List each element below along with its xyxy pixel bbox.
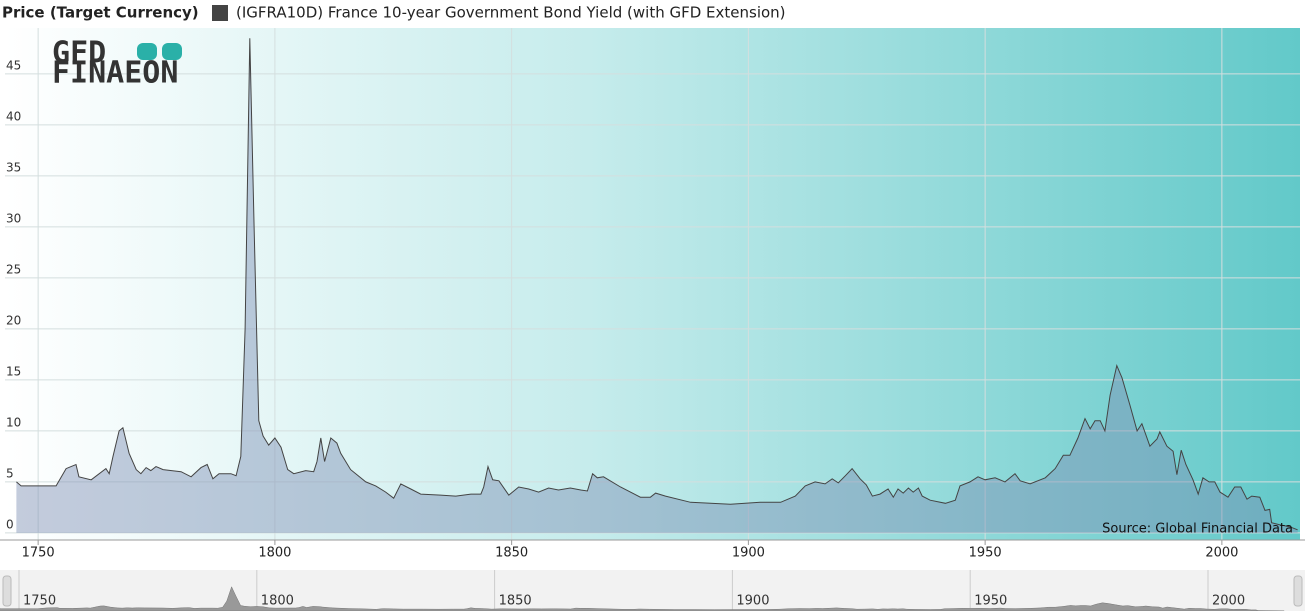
- logo-leaf: [162, 43, 182, 60]
- legend-label[interactable]: (IGFRA10D) France 10-year Government Bon…: [236, 4, 786, 22]
- navigator: [0, 570, 1305, 611]
- navigator-area: [0, 586, 1285, 611]
- area-fill: [16, 38, 1298, 533]
- navigator-handle[interactable]: [2, 575, 12, 607]
- x-tick-label: 2000: [1205, 546, 1238, 561]
- y-tick-label: 15: [6, 364, 21, 378]
- source-note: Source: Global Financial Data: [1102, 522, 1293, 537]
- navigator-tick-label: 1800: [261, 594, 294, 609]
- y-tick-label: 45: [6, 58, 21, 72]
- y-tick-label: 30: [6, 211, 21, 225]
- logo-top: GFD: [52, 36, 106, 71]
- y-tick-label: 35: [6, 160, 21, 174]
- x-tick-label: 1850: [495, 546, 528, 561]
- logo-bottom: FINAEON: [52, 56, 178, 91]
- axis-title: Price (Target Currency): [2, 4, 199, 22]
- navigator-handle[interactable]: [1293, 575, 1303, 607]
- y-tick-label: 25: [6, 262, 21, 276]
- x-tick-label: 1900: [732, 546, 765, 561]
- navigator-tick-label: 1900: [736, 594, 769, 609]
- x-tick-label: 1950: [969, 546, 1002, 561]
- navigator-tick-label: 2000: [1212, 594, 1245, 609]
- y-tick-label: 5: [6, 466, 14, 480]
- logo-leaf: [137, 43, 157, 60]
- plot-background: [5, 28, 1300, 540]
- y-tick-label: 20: [6, 313, 21, 327]
- series-line: [16, 38, 1298, 531]
- navigator-tick-label: 1850: [499, 594, 532, 609]
- y-tick-label: 0: [6, 517, 14, 531]
- navigator-tick-label: 1950: [974, 594, 1007, 609]
- x-tick-label: 1800: [258, 546, 291, 561]
- y-tick-label: 10: [6, 415, 21, 429]
- legend-swatch[interactable]: [212, 5, 228, 21]
- navigator-tick-label: 1750: [23, 594, 56, 609]
- y-tick-label: 40: [6, 109, 21, 123]
- x-tick-label: 1750: [22, 546, 55, 561]
